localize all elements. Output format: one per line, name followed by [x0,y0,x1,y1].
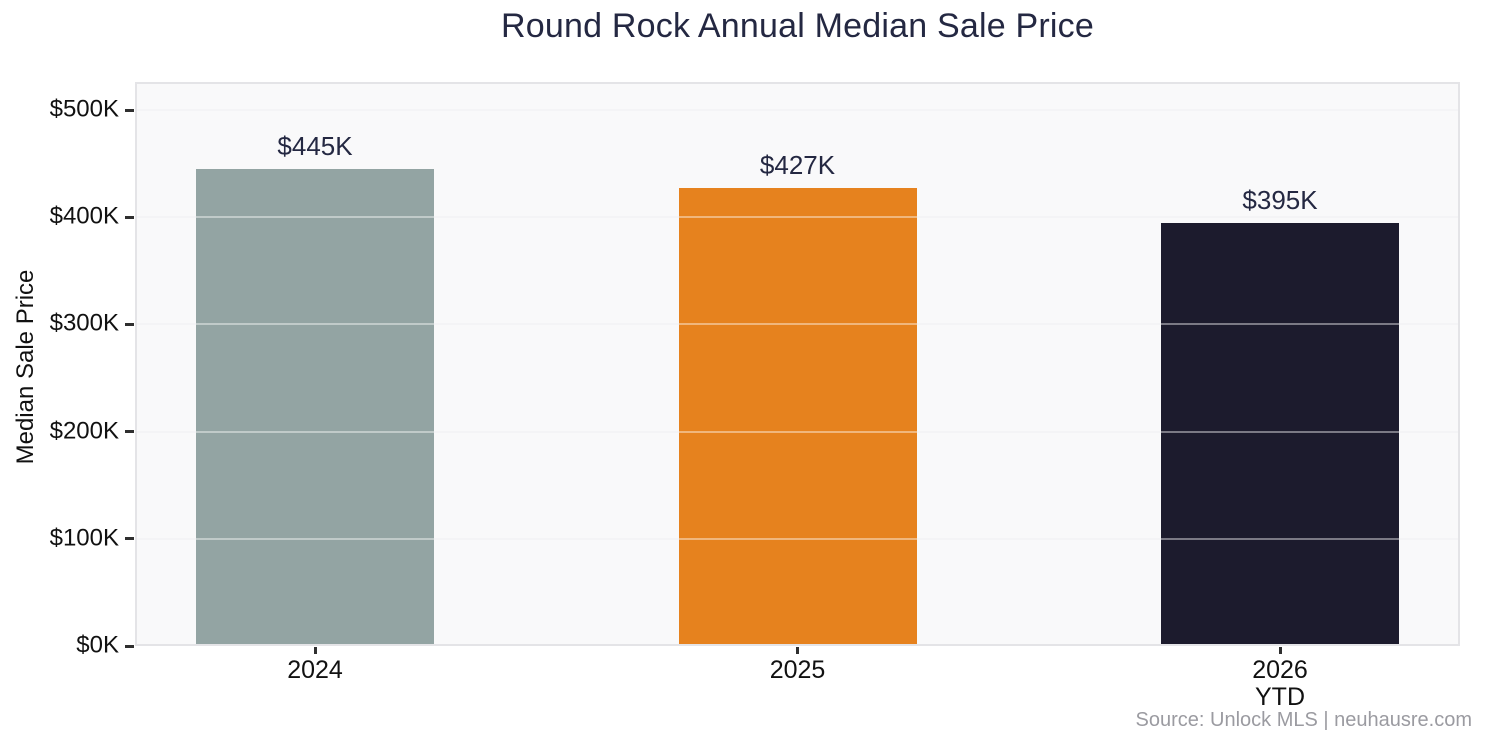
gridline-overlay [135,216,1460,219]
gridline-overlay [135,109,1460,111]
x-tick-mark [1278,647,1282,654]
bar [1161,222,1399,646]
x-tick-label: 2026 YTD [1252,656,1308,711]
bar-value-label: $445K [277,130,353,161]
y-tick-mark [125,322,134,326]
gridline-overlay [135,323,1460,326]
y-tick-label: $100K [49,524,119,552]
chart-title: Round Rock Annual Median Sale Price [501,7,1094,45]
plot-area: $445K $427K $395K [135,82,1460,646]
y-tick-mark [125,644,134,648]
y-tick-label: $500K [49,95,119,123]
y-axis-title: Median Sale Price [12,269,39,465]
x-tick-label: 2024 [287,656,343,684]
gridline-overlay [135,430,1460,433]
x-tick-mark [313,647,317,654]
x-tick-label: 2025 [769,656,826,684]
source-attribution: Source: Unlock MLS | neuhausre.com [1135,709,1472,731]
bar [196,168,434,646]
bar-value-label: $427K [759,150,836,181]
bar [678,188,917,646]
x-tick-mark [796,647,799,654]
y-tick-label: $400K [49,202,119,230]
y-tick-mark [125,108,134,112]
gridline [135,109,1460,111]
y-tick-mark [125,537,134,541]
bar-value-label: $395K [1242,184,1318,215]
gridline-overlay [135,537,1460,540]
y-tick-label: $0K [76,631,119,659]
y-tick-mark [125,430,134,434]
y-tick-label: $200K [49,417,119,445]
y-tick-label: $300K [49,309,119,337]
y-tick-mark [125,215,134,219]
